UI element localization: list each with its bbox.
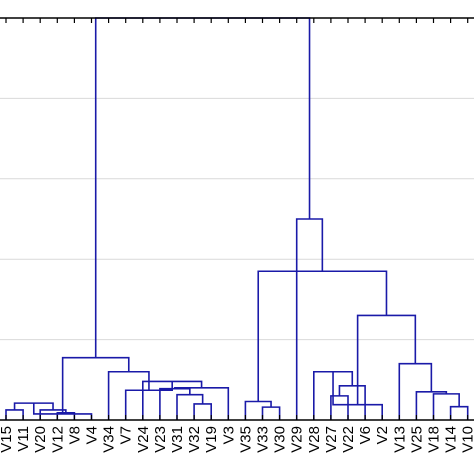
dendrogram-link bbox=[159, 387, 191, 420]
leaf-label: V18 bbox=[426, 426, 443, 453]
dendrogram-link bbox=[193, 403, 212, 420]
leaf-label: V3 bbox=[220, 426, 237, 444]
grid-lines bbox=[0, 97, 474, 341]
dendrogram-link bbox=[61, 356, 130, 414]
leaf-label: V20 bbox=[32, 426, 49, 453]
leaf-label: V15 bbox=[0, 426, 15, 453]
dendrogram-link bbox=[338, 385, 366, 420]
leaf-label: V6 bbox=[357, 426, 374, 444]
leaf-label: V28 bbox=[306, 426, 323, 453]
leaf-label: V27 bbox=[323, 426, 340, 453]
leaf-label: V7 bbox=[118, 426, 135, 444]
dendrogram-link bbox=[5, 409, 24, 420]
leaf-label: V12 bbox=[49, 426, 66, 453]
dendrogram-link bbox=[415, 391, 448, 420]
leaf-label: V10 bbox=[460, 426, 474, 453]
leaf-label: V4 bbox=[84, 426, 101, 444]
leaf-label: V13 bbox=[391, 426, 408, 453]
dendrogram-link bbox=[449, 405, 469, 420]
leaf-label: V30 bbox=[272, 426, 289, 453]
leaf-label: V8 bbox=[66, 426, 83, 444]
leaf-label: V29 bbox=[289, 426, 306, 453]
leaf-labels: V15 V11 V20 V12 V8 V4 V34 V7 V24 V23 V31 V32 V19 V3 V3… bbox=[0, 426, 474, 453]
dendrogram-link bbox=[94, 17, 311, 358]
leaf-label: V24 bbox=[135, 426, 152, 453]
axes bbox=[0, 17, 474, 421]
dendrogram-link bbox=[244, 400, 272, 420]
leaf-label: V2 bbox=[374, 426, 391, 444]
leaf-label: V14 bbox=[443, 426, 460, 453]
dendrogram-link bbox=[257, 270, 388, 402]
leaf-label: V35 bbox=[237, 426, 254, 453]
dendrogram-link bbox=[176, 393, 204, 420]
leaf-label: V22 bbox=[340, 426, 357, 453]
leaf-label: V25 bbox=[408, 426, 425, 453]
dendrogram-links bbox=[5, 17, 469, 420]
leaf-label: V31 bbox=[169, 426, 186, 453]
dendrogram-link bbox=[295, 218, 324, 420]
leaf-label: V11 bbox=[15, 426, 32, 452]
leaf-label: V32 bbox=[186, 426, 203, 453]
dendrogram-link bbox=[261, 406, 281, 420]
leaf-label: V19 bbox=[203, 426, 220, 453]
leaf-label: V33 bbox=[255, 426, 272, 453]
leaf-label: V34 bbox=[101, 426, 118, 453]
leaf-label: V23 bbox=[152, 426, 169, 453]
dendrogram-link bbox=[356, 314, 417, 405]
